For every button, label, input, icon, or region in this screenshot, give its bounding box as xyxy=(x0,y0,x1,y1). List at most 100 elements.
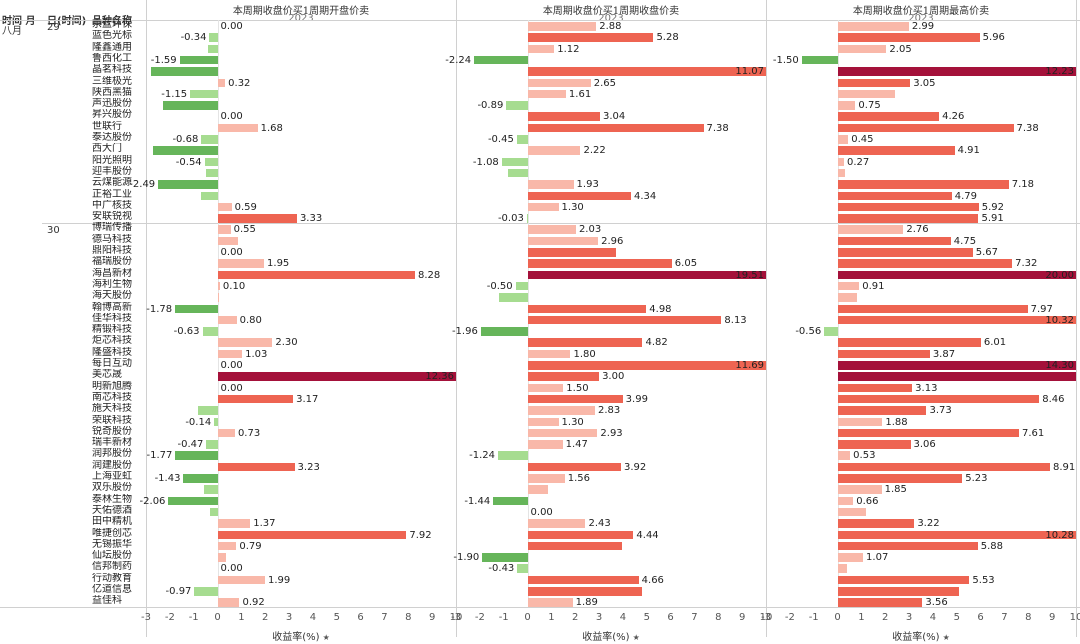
pin-icon[interactable]: ★ xyxy=(632,633,640,642)
data-label: -0.54 xyxy=(175,156,202,168)
category-label: 鲁西化工 xyxy=(92,52,132,64)
axis-title: 收益率(%) ★ xyxy=(146,628,456,643)
data-label: 5.92 xyxy=(981,201,1004,213)
bar xyxy=(217,236,238,246)
data-label: 4.91 xyxy=(957,145,980,157)
data-label: 0.32 xyxy=(228,77,251,89)
bar xyxy=(837,530,1076,539)
category-label: 益佳科 xyxy=(92,595,122,607)
zero-line xyxy=(527,20,529,607)
category-label: 天佑德酒 xyxy=(92,504,132,516)
bar xyxy=(217,315,237,325)
data-label: 1.50 xyxy=(566,382,589,394)
category-label: 博瑞传播 xyxy=(92,222,132,234)
data-label: 4.66 xyxy=(641,574,664,586)
header-rule xyxy=(0,20,1080,21)
bar xyxy=(217,202,232,212)
bar xyxy=(837,338,981,347)
bar xyxy=(217,428,235,438)
bar xyxy=(837,519,915,528)
bar xyxy=(527,338,643,347)
axis-rule xyxy=(0,607,1080,608)
data-label: 2.30 xyxy=(275,337,298,349)
tick-label: 1 xyxy=(238,612,245,623)
bar xyxy=(497,451,528,460)
data-label: -1.08 xyxy=(472,156,499,168)
category-label: 荣联科技 xyxy=(92,414,132,426)
data-label: 3.00 xyxy=(602,371,625,383)
data-label: -0.89 xyxy=(477,100,504,112)
category-label: 炬芯科技 xyxy=(92,335,132,347)
bar xyxy=(175,304,218,313)
bar xyxy=(837,507,867,517)
tick-label: 6 xyxy=(667,612,674,623)
bar xyxy=(527,485,548,494)
category-label: 明新旭腾 xyxy=(92,380,132,392)
data-label: 20.00 xyxy=(1045,269,1074,281)
panel-title: 本周期收盘价买1周期最高价卖 xyxy=(852,6,990,17)
data-label: -1.96 xyxy=(451,326,478,338)
category-label: 隆盛科技 xyxy=(92,346,132,358)
data-label: 1.30 xyxy=(561,416,584,428)
bar xyxy=(205,168,218,178)
data-label: 10.28 xyxy=(1045,529,1074,541)
bar xyxy=(217,372,456,381)
data-label: 4.98 xyxy=(649,303,672,315)
data-label: -0.45 xyxy=(487,134,514,145)
data-label: -0.97 xyxy=(165,586,192,597)
data-label: 0.79 xyxy=(239,540,262,552)
data-label: 2.43 xyxy=(588,518,611,530)
category-label: 南芯科技 xyxy=(92,391,132,403)
category-label: 亿道信息 xyxy=(92,584,132,595)
data-label: 6.05 xyxy=(674,258,698,270)
bar xyxy=(168,496,218,506)
data-label: -2.49 xyxy=(129,179,156,191)
data-label: -1.50 xyxy=(772,54,799,66)
data-label: 8.91 xyxy=(1053,461,1076,473)
bar xyxy=(837,575,970,585)
data-label: 3.05 xyxy=(913,77,936,89)
data-label: 0.00 xyxy=(220,382,243,394)
bar xyxy=(837,270,1076,280)
data-label: 8.13 xyxy=(724,314,747,326)
data-label: 7.38 xyxy=(706,122,729,134)
data-label: 1.85 xyxy=(884,484,907,496)
bar xyxy=(201,135,218,144)
tick-label: 0 xyxy=(834,612,841,623)
bar xyxy=(527,191,632,200)
bar xyxy=(527,112,601,121)
pin-icon[interactable]: ★ xyxy=(942,633,950,642)
bar xyxy=(837,293,857,302)
category-label: 翰博高新 xyxy=(92,301,132,313)
bar xyxy=(837,598,923,607)
header-month: 时间 月 xyxy=(2,16,36,27)
category-label: 上海亚虹 xyxy=(92,471,132,482)
tick-label: 4 xyxy=(619,612,627,623)
category-label: 海利生物 xyxy=(92,278,132,290)
bar xyxy=(217,281,220,291)
bar xyxy=(527,575,639,585)
panel-divider xyxy=(146,0,147,637)
category-label: 泰林生物 xyxy=(92,493,132,505)
bar xyxy=(183,474,218,483)
bar xyxy=(837,22,909,31)
bar xyxy=(837,315,1076,325)
category-label: 施天科技 xyxy=(92,403,132,415)
bar xyxy=(527,519,586,528)
data-label: 3.33 xyxy=(299,213,323,225)
data-label: 3.92 xyxy=(624,461,647,473)
pin-icon[interactable]: ★ xyxy=(322,633,330,642)
category-label: 无锡振华 xyxy=(92,538,132,550)
tick-label: 4 xyxy=(929,612,937,623)
data-label: -1.15 xyxy=(161,88,188,100)
tick-label: 9 xyxy=(428,612,436,623)
category-label: 锐奇股份 xyxy=(92,425,132,437)
data-label: 1.95 xyxy=(267,258,290,270)
data-label: 0.53 xyxy=(853,450,876,462)
tick-label: 4 xyxy=(309,612,317,623)
bar xyxy=(162,101,218,110)
bar xyxy=(210,507,218,517)
data-label: 3.22 xyxy=(917,518,940,530)
zero-line xyxy=(217,20,219,607)
data-label: -1.44 xyxy=(464,495,491,507)
